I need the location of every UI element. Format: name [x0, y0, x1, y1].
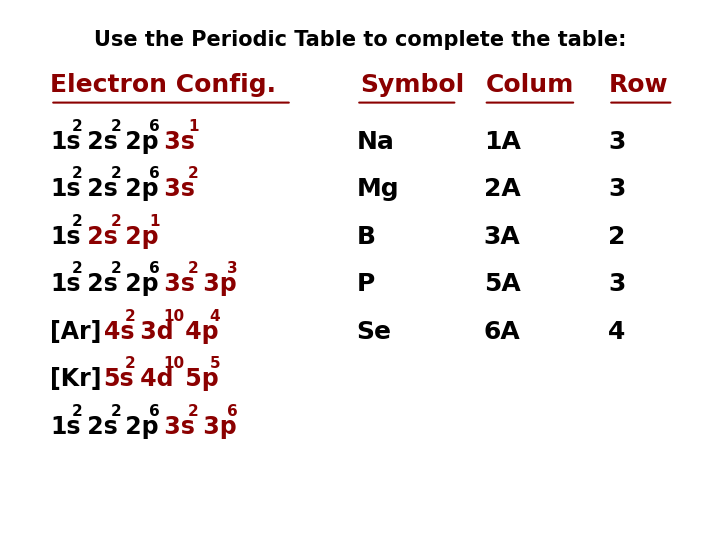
Text: 3s: 3s	[156, 272, 195, 296]
Text: 2s: 2s	[78, 415, 117, 438]
Text: Electron Config.: Electron Config.	[50, 73, 276, 97]
Text: 4: 4	[210, 309, 220, 324]
Text: 2: 2	[608, 225, 626, 248]
Text: 1s: 1s	[50, 415, 81, 438]
Text: 2: 2	[188, 404, 199, 419]
Text: 2p: 2p	[117, 130, 159, 153]
Text: 10: 10	[164, 309, 185, 324]
Text: 2: 2	[111, 261, 121, 276]
Text: Se: Se	[356, 320, 392, 343]
Text: 6: 6	[149, 261, 160, 276]
Text: 3d: 3d	[132, 320, 174, 343]
Text: 1: 1	[149, 214, 160, 229]
Text: 6: 6	[149, 119, 160, 134]
Text: B: B	[356, 225, 375, 248]
Text: 1s: 1s	[50, 177, 81, 201]
Text: 2p: 2p	[117, 415, 159, 438]
Text: Na: Na	[356, 130, 395, 153]
Text: 3: 3	[608, 272, 626, 296]
Text: 2A: 2A	[484, 177, 521, 201]
Text: 2: 2	[72, 166, 83, 181]
Text: 1s: 1s	[50, 272, 81, 296]
Text: 2: 2	[188, 166, 199, 181]
Text: 6A: 6A	[484, 320, 521, 343]
Text: 6: 6	[227, 404, 238, 419]
Text: 3s: 3s	[156, 415, 195, 438]
Text: P: P	[356, 272, 374, 296]
Text: 2: 2	[72, 404, 83, 419]
Text: 3A: 3A	[484, 225, 521, 248]
Text: 2p: 2p	[117, 272, 159, 296]
Text: 2s: 2s	[78, 225, 117, 248]
Text: 2s: 2s	[78, 177, 117, 201]
Text: 1: 1	[188, 119, 199, 134]
Text: 4d: 4d	[132, 367, 174, 391]
Text: 2p: 2p	[117, 177, 159, 201]
Text: Use the Periodic Table to complete the table:: Use the Periodic Table to complete the t…	[94, 30, 626, 50]
Text: 2: 2	[111, 404, 121, 419]
Text: 2: 2	[111, 119, 121, 134]
Text: 2: 2	[111, 214, 121, 229]
Text: 2: 2	[72, 261, 83, 276]
Text: 1s: 1s	[50, 130, 81, 153]
Text: 5: 5	[210, 356, 220, 372]
Text: 2s: 2s	[78, 130, 117, 153]
Text: 4p: 4p	[178, 320, 219, 343]
Text: 2: 2	[72, 119, 83, 134]
Text: Mg: Mg	[356, 177, 399, 201]
Text: 1s: 1s	[50, 225, 81, 248]
Text: 5p: 5p	[178, 367, 219, 391]
Text: 3: 3	[227, 261, 238, 276]
Text: 2: 2	[111, 166, 121, 181]
Text: 10: 10	[164, 356, 185, 372]
Text: Symbol: Symbol	[360, 73, 464, 97]
Text: 5A: 5A	[484, 272, 521, 296]
Text: 2: 2	[125, 356, 136, 372]
Text: 2: 2	[188, 261, 199, 276]
Text: 2s: 2s	[78, 272, 117, 296]
Text: 4s: 4s	[104, 320, 134, 343]
Text: 1A: 1A	[484, 130, 521, 153]
Text: 3p: 3p	[195, 272, 237, 296]
Text: 3: 3	[608, 177, 626, 201]
Text: Row: Row	[608, 73, 668, 97]
Text: Colum: Colum	[486, 73, 575, 97]
Text: [Kr]: [Kr]	[50, 367, 110, 391]
Text: 6: 6	[149, 404, 160, 419]
Text: 2p: 2p	[117, 225, 159, 248]
Text: 3s: 3s	[156, 177, 195, 201]
Text: [Ar]: [Ar]	[50, 320, 110, 343]
Text: 3s: 3s	[156, 130, 195, 153]
Text: 3: 3	[608, 130, 626, 153]
Text: 3p: 3p	[195, 415, 237, 438]
Text: 5s: 5s	[104, 367, 135, 391]
Text: 2: 2	[125, 309, 136, 324]
Text: 2: 2	[72, 214, 83, 229]
Text: 6: 6	[149, 166, 160, 181]
Text: 4: 4	[608, 320, 626, 343]
